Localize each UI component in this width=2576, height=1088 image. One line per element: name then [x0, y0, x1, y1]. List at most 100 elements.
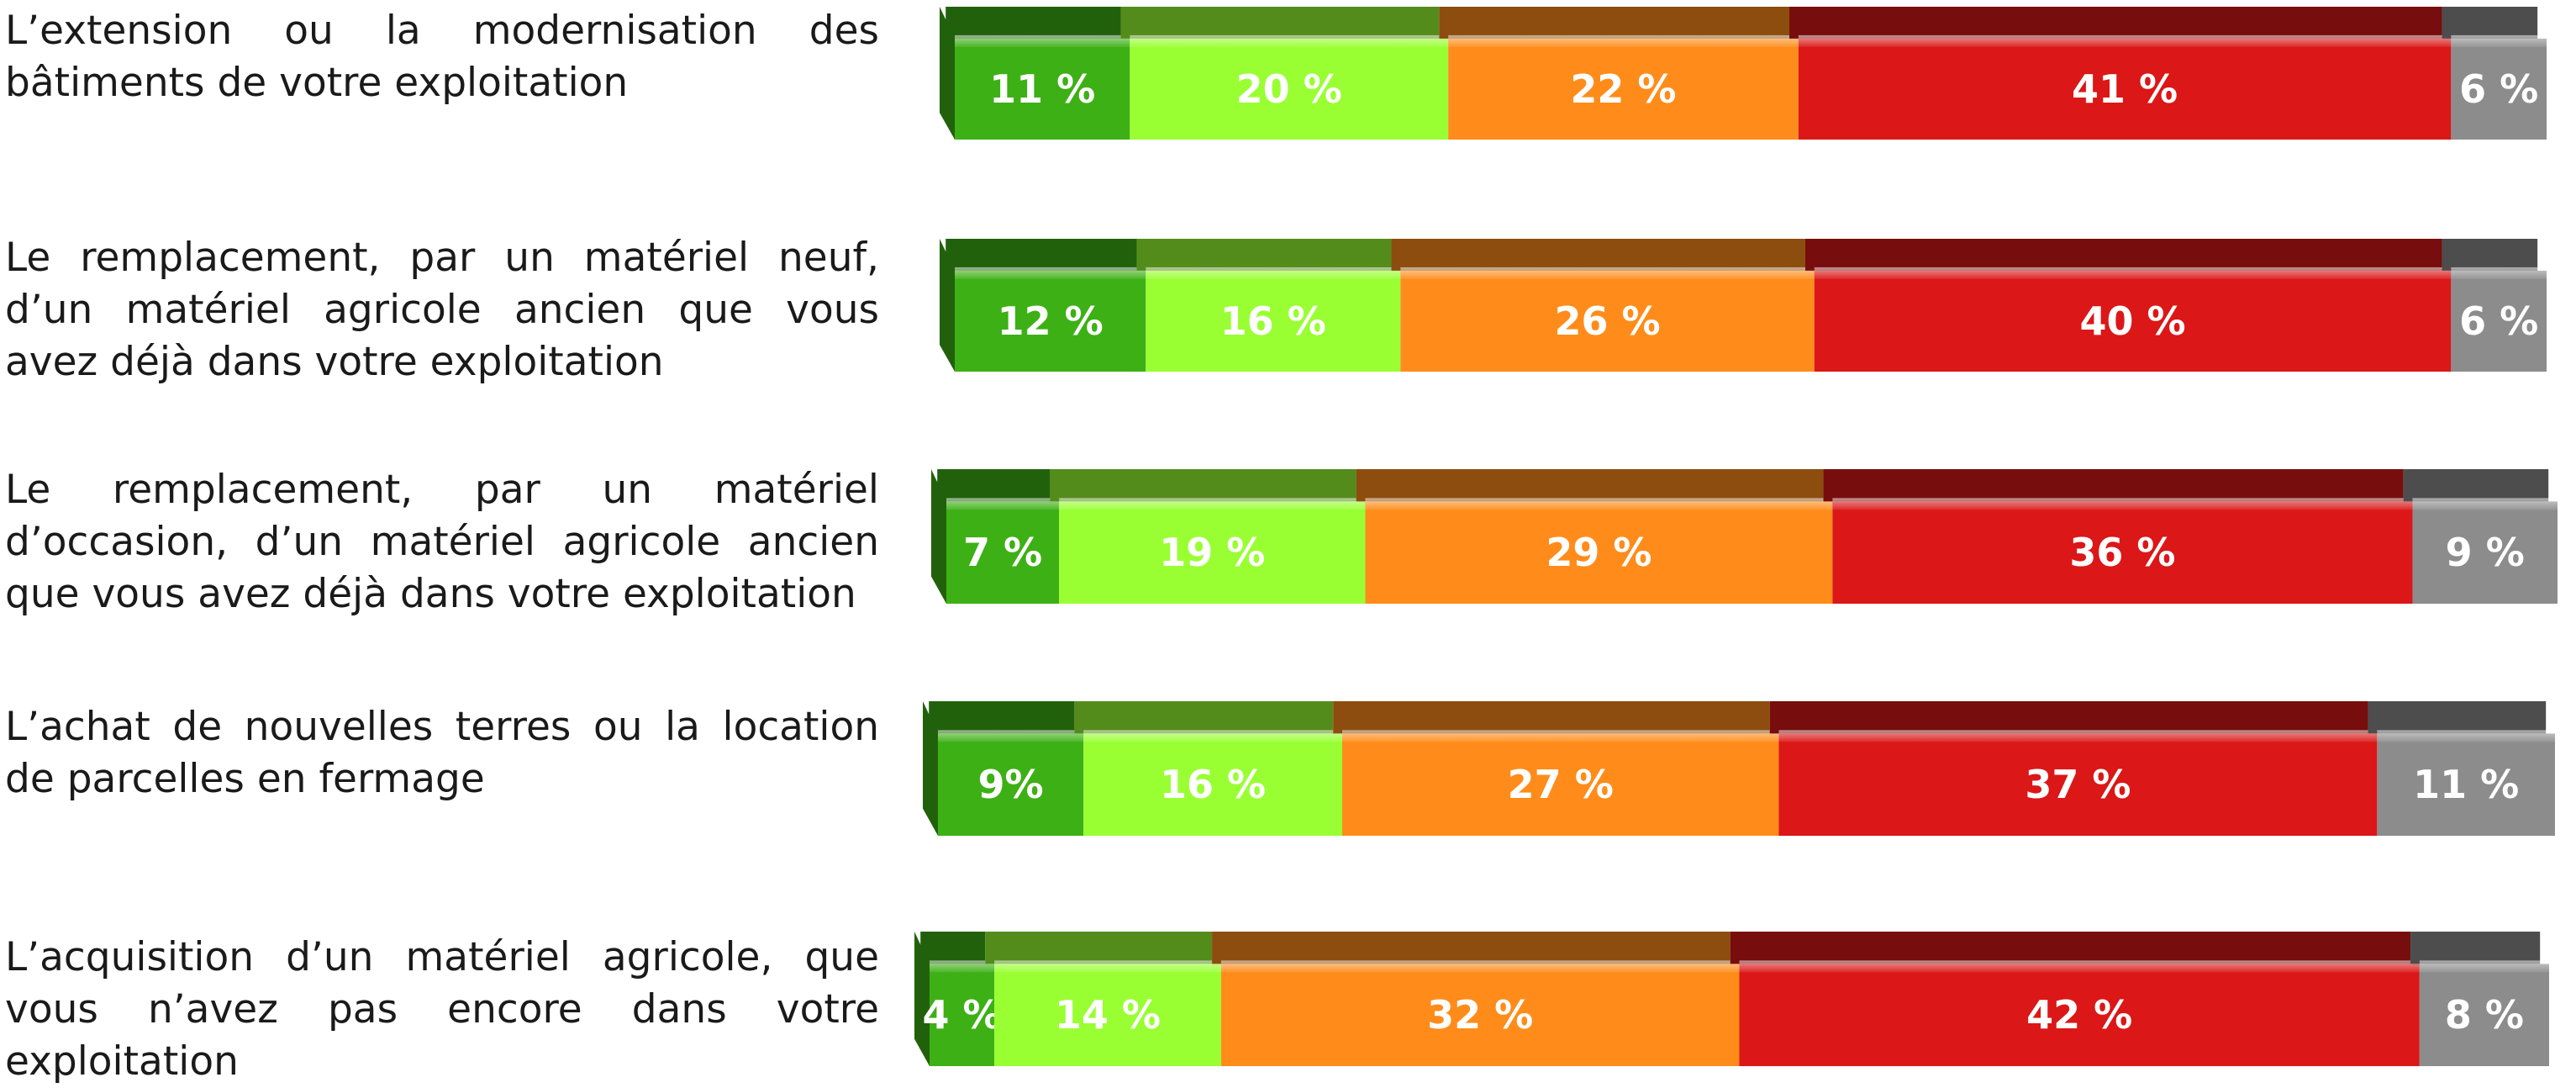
bar-segment-highlight [1365, 498, 1833, 510]
value-label: 32 % [1427, 992, 1533, 1038]
bar-segment-top [2403, 469, 2549, 502]
bar-segment [1814, 270, 2452, 372]
bar-segment-highlight [1832, 498, 2413, 510]
bar-end-cap [914, 932, 930, 1066]
category-label: Le remplacement, par un matériel d’occas… [5, 467, 879, 617]
bar-segment [1059, 501, 1366, 604]
bar-segment-highlight [1220, 960, 1740, 973]
bar-segment-top [1823, 469, 2404, 502]
bar-end-cap [940, 7, 955, 140]
bar-segment [938, 733, 1084, 836]
value-label: 37 % [2025, 762, 2131, 807]
bar-row: 12 % 16 % 26 % 40 % 6 % [940, 239, 2547, 372]
bar-row: 11 % 20 % 22 % 41 % 6 % [940, 7, 2547, 140]
bar-segment [2419, 964, 2549, 1066]
bar-segment-highlight [1814, 267, 2452, 279]
bar-segment-top [2442, 239, 2538, 271]
bar-segment [994, 964, 1221, 1066]
bar-segment-top [1212, 932, 1731, 964]
bar-segment-highlight [1342, 730, 1779, 742]
value-label: 12 % [998, 298, 1104, 344]
bar-segment-highlight [2377, 730, 2555, 742]
bar-segment-top [2368, 701, 2547, 734]
bar-segment-highlight [2419, 960, 2549, 973]
bar-segment [2451, 38, 2547, 140]
bar-segment-highlight [1400, 267, 1815, 279]
value-label: 29 % [1546, 530, 1651, 575]
bar-segment-highlight [1739, 960, 2420, 973]
value-label: 8 % [2445, 992, 2524, 1038]
bar-segment-highlight [1448, 34, 1799, 47]
bar-end-cap [931, 469, 946, 604]
bar-segment-highlight [1778, 730, 2378, 742]
bar-segment-top [985, 932, 1213, 964]
bar-segment [1739, 964, 2420, 1066]
value-label: 26 % [1554, 298, 1660, 344]
bar-segment-top [929, 701, 1075, 734]
bar-segment-top [920, 932, 986, 964]
bar-segment [1400, 270, 1815, 372]
bar-segment-top [1730, 932, 2411, 964]
bar-segment [955, 270, 1146, 372]
bar-end-cap [940, 239, 955, 372]
value-label: 42 % [2026, 992, 2132, 1038]
bar-segment [1832, 501, 2413, 604]
value-label: 40 % [2079, 298, 2185, 344]
value-label: 27 % [1508, 762, 1614, 807]
bar-segment [1365, 501, 1833, 604]
value-label: 41 % [2072, 66, 2178, 112]
bar-segment [930, 964, 995, 1066]
bar-segment-highlight [1130, 34, 1449, 47]
bar-segment-top [1120, 7, 1440, 39]
value-label: 9% [978, 762, 1044, 807]
bar-segment-top [2442, 7, 2538, 39]
bar-segment-top [937, 469, 1051, 502]
bar-segment-top [1333, 701, 1770, 734]
bar-segment [946, 501, 1060, 604]
category-label: Le remplacement, par un matériel neuf, d… [5, 235, 879, 385]
bar-segment-top [1439, 7, 1790, 39]
bar-segment-top [2410, 932, 2541, 964]
bar-segment-highlight [2412, 498, 2558, 510]
value-label: 22 % [1570, 66, 1676, 112]
value-label: 20 % [1236, 66, 1342, 112]
bar-segment-top [1769, 701, 2368, 734]
bar-segment-highlight [955, 267, 1146, 279]
value-label: 6 % [2459, 66, 2538, 112]
value-label: 16 % [1160, 762, 1266, 807]
bar-segment-highlight [2451, 34, 2547, 47]
category-label: L’extension ou la modernisation des bâti… [5, 8, 879, 106]
value-label: 9 % [2446, 530, 2525, 575]
bar-segment-top [1074, 701, 1334, 734]
bar-end-cap [923, 701, 938, 836]
bar-segment-top [946, 7, 1121, 39]
category-label: L’achat de nouvelles terres ou la locati… [5, 704, 879, 802]
value-label: 19 % [1159, 530, 1265, 575]
bar-segment [1130, 38, 1449, 140]
bar-segment-top [1356, 469, 1824, 502]
bar-row: 7 % 19 % 29 % 36 % 9 % [931, 469, 2558, 604]
bar-segment [1146, 270, 1401, 372]
bar-segment-top [1804, 239, 2442, 271]
bar-segment-highlight [955, 34, 1130, 47]
bar-segment-highlight [994, 960, 1221, 973]
bar-segment [1798, 38, 2452, 140]
bar-segment-highlight [946, 498, 1060, 510]
bar-row: 4 % 14 % 32 % 42 % 8 % [914, 932, 2549, 1066]
value-label: 11 % [989, 66, 1095, 112]
bar-segment-highlight [2451, 267, 2547, 279]
bar-segment [2412, 501, 2558, 604]
value-label: 4 % [922, 992, 1001, 1038]
bar-segment-highlight [1146, 267, 1401, 279]
value-label: 36 % [2069, 530, 2175, 575]
bar-segment-highlight [938, 730, 1084, 742]
value-label: 11 % [2413, 762, 2519, 807]
bar-segment [1220, 964, 1740, 1066]
bar-segment [955, 38, 1130, 140]
bar-segment-highlight [1798, 34, 2452, 47]
bar-segment-top [1136, 239, 1392, 271]
bar-row: 9% 16 % 27 % 37 % 11 % [923, 701, 2555, 836]
bar-segment-top [1789, 7, 2442, 39]
bar-segment-highlight [1083, 730, 1342, 742]
bar-segment-top [946, 239, 1137, 271]
